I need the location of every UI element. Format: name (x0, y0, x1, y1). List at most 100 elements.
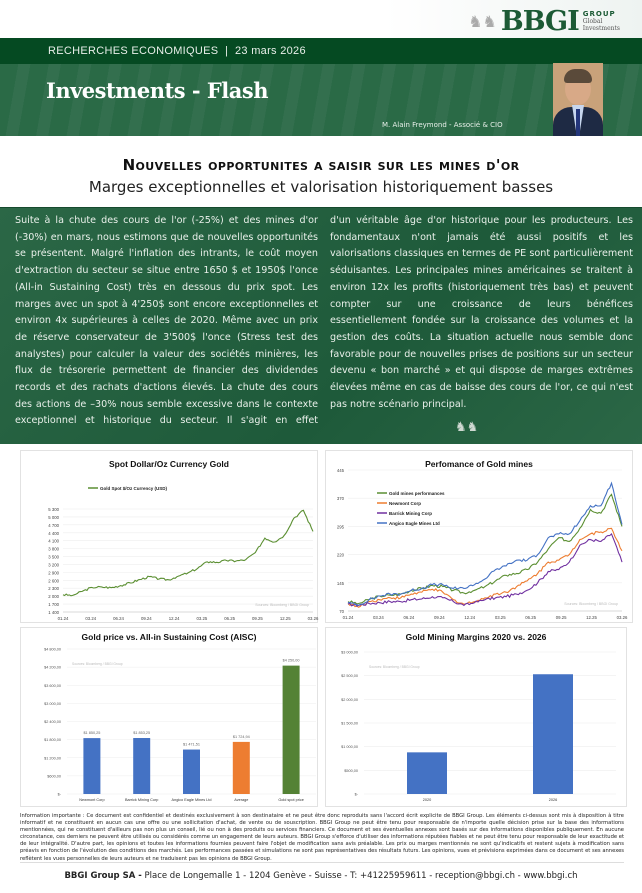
bar (407, 752, 447, 794)
legend-label: Gold mines performances (389, 491, 445, 496)
author: M. Alain Freymond - Associé & CIO (382, 121, 503, 129)
article-column-2: d'un véritable âge d'or historique pour … (330, 215, 633, 410)
x-tick-label: 06.24 (113, 616, 124, 621)
x-tick-label: 12.24 (464, 615, 475, 620)
data-label: $1 471,51 (183, 743, 200, 747)
publication-title: Investments - Flash (46, 78, 268, 103)
x-tick-label: 09.24 (141, 616, 152, 621)
y-tick-label: 3 500 (48, 555, 59, 560)
y-tick-label: 2 600 (48, 578, 59, 583)
series-line (347, 493, 623, 605)
x-tick-label: 09.24 (434, 615, 445, 620)
data-label: $4 250,00 (283, 659, 300, 663)
source-note: Sources: Bloomberg / BBGI Group (564, 602, 618, 606)
x-tick-label: 03.26 (617, 615, 628, 620)
y-tick-label: 5 000 (48, 515, 59, 520)
bar (533, 674, 573, 794)
y-tick-label: $1 200,00 (44, 756, 61, 760)
article-subtitle: Marges exceptionnelles et valorisation h… (88, 178, 554, 196)
chart-title: Gold price vs. All-in Sustaining Cost (A… (81, 632, 257, 642)
publication-date: 23 mars 2026 (235, 45, 306, 57)
y-tick-label: 4 700 (48, 523, 59, 528)
y-tick-label: 370 (337, 496, 345, 501)
data-label: $1 850,25 (83, 731, 100, 735)
y-tick-label: $3 000,00 (44, 702, 61, 706)
chart-aisc: Gold price vs. All-in Sustaining Cost (A… (20, 627, 318, 807)
data-label: $1 853,25 (133, 731, 150, 735)
bull-bear-icon: ♞♞ (455, 420, 479, 435)
x-category-label: Newmont Corp (79, 798, 104, 802)
bull-bear-icon: ♞♞ (468, 12, 497, 31)
bar (83, 738, 101, 794)
x-category-label: Gold spot price (278, 798, 304, 802)
bar (183, 749, 200, 794)
y-tick-label: 295 (337, 524, 345, 529)
y-tick-label: 1 700 (48, 602, 59, 607)
x-tick-label: 01.24 (58, 616, 69, 621)
bbgi-logo: ♞♞ BBGI GROUP Global Investments (468, 6, 620, 37)
x-category-label: 2020 (423, 798, 431, 802)
y-tick-label: $- (355, 793, 359, 797)
bar (282, 665, 300, 794)
x-tick-label: 06.25 (224, 616, 235, 621)
y-tick-label: 2 900 (48, 570, 59, 575)
y-tick-label: $1 000,00 (341, 745, 358, 749)
y-tick-label: 220 (337, 553, 345, 558)
top-band (0, 0, 642, 38)
y-tick-label: 5 300 (48, 507, 59, 512)
section-strip: RECHERCHES ECONOMIQUES | 23 mars 2026 (0, 38, 642, 64)
legend-label: Gold Spot $/Oz Currency (USD) (100, 486, 168, 491)
chart-title: Spot Dollar/Oz Currency Gold (109, 459, 229, 469)
source-note: Sources: Bloomberg / BBGI Group (255, 603, 309, 607)
bar (133, 738, 151, 794)
x-tick-label: 09.25 (556, 615, 567, 620)
chart-margins: Gold Mining Margins 2020 vs. 2026 $- $500… (325, 627, 627, 807)
x-category-label: Average (234, 798, 248, 802)
disclaimer: Information importante : Ce document est… (20, 813, 624, 862)
x-tick-label: 03.25 (197, 616, 208, 621)
y-tick-label: $2 400,00 (44, 720, 61, 724)
title-banner (0, 64, 642, 136)
x-tick-label: 01.24 (343, 615, 354, 620)
data-label: $1 724,94 (233, 735, 250, 739)
y-tick-label: 4 100 (48, 539, 59, 544)
x-tick-label: 03.24 (373, 615, 384, 620)
y-tick-label: 4 400 (48, 531, 59, 536)
article-title: Nouvelles opportunites a saisir sur les … (122, 156, 520, 174)
article-column-1: Suite à la chute des cours de l'or (-25%… (15, 215, 318, 427)
x-category-label: Angico Eagle Mines Ltd (172, 798, 212, 802)
chart-title: Perfomance of Gold mines (425, 459, 533, 469)
series-line (347, 481, 623, 607)
y-tick-label: 2 000 (48, 594, 59, 599)
x-tick-label: 09.25 (252, 616, 263, 621)
x-tick-label: 06.25 (525, 615, 536, 620)
legend-label: Barrick Mining Corp (389, 511, 432, 516)
chart-gold-spot: Spot Dollar/Oz Currency Gold 1 400 1 700 2… (20, 450, 319, 623)
footer: BBGI Group SA - Place de Longemalle 1 - … (64, 871, 578, 881)
y-tick-label: $2 500,00 (341, 674, 358, 678)
section-label: RECHERCHES ECONOMIQUES (48, 45, 219, 57)
chart-gold-mines: Perfomance of Gold mines 70 145 220 295 370 4… (325, 450, 633, 623)
series-line (347, 532, 623, 607)
y-tick-label: 1 400 (48, 610, 59, 615)
y-tick-label: 445 (337, 468, 345, 473)
x-category-label: Barrick Mining Corp (125, 798, 158, 802)
y-tick-label: $1 800,00 (44, 738, 61, 742)
x-tick-label: 03.25 (495, 615, 506, 620)
x-tick-label: 03.24 (85, 616, 96, 621)
y-tick-label: 70 (339, 609, 344, 614)
y-tick-label: $3 000,00 (341, 651, 358, 655)
author-photo (553, 63, 603, 136)
y-tick-label: $4 800,00 (44, 648, 61, 652)
y-tick-label: $1 500,00 (341, 722, 358, 726)
x-tick-label: 03.26 (308, 616, 319, 621)
x-tick-label: 12.24 (169, 616, 180, 621)
x-category-label: 2026 (549, 798, 557, 802)
y-tick-label: $500,00 (344, 769, 358, 773)
y-tick-label: $4 200,00 (44, 666, 61, 670)
logo-text: BBGI (500, 6, 580, 37)
series-line (347, 527, 623, 608)
series-line (62, 509, 314, 597)
y-tick-label: $600,00 (47, 774, 61, 778)
x-tick-label: 06.24 (404, 615, 415, 620)
